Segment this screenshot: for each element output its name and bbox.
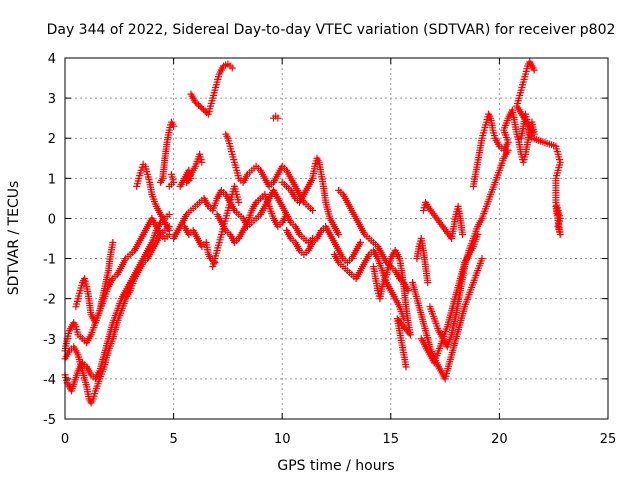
data-points (61, 58, 564, 407)
axis-ticks: 0 5 10 15 20 25 -5 -4 -3 -2 -1 0 1 2 3 4 (43, 52, 616, 447)
x-tick-label: 0 (61, 432, 69, 447)
y-tick-label: -2 (43, 293, 56, 308)
data-point (198, 158, 206, 166)
data-point (309, 206, 317, 214)
data-point (195, 101, 203, 109)
data-point (198, 104, 206, 112)
y-tick-label: -5 (43, 413, 56, 428)
data-point (191, 98, 199, 106)
data-point (402, 363, 410, 371)
data-point (165, 226, 173, 234)
data-point (165, 182, 173, 190)
data-point (199, 106, 207, 114)
x-tick-label: 10 (274, 432, 291, 447)
data-point (138, 163, 146, 171)
y-tick-label: 0 (48, 212, 56, 227)
data-point (356, 239, 364, 247)
x-axis-label: GPS time / hours (277, 458, 394, 474)
data-point (109, 239, 117, 247)
data-point (170, 122, 178, 130)
data-point (530, 66, 538, 74)
plot-frame (64, 57, 609, 420)
x-tick-label: 5 (169, 432, 177, 447)
data-point (193, 100, 201, 108)
data-point (458, 230, 466, 238)
y-tick-label: 1 (48, 172, 56, 187)
x-tick-label: 15 (383, 432, 400, 447)
data-point (554, 210, 562, 218)
data-point (274, 114, 282, 122)
data-point (478, 255, 486, 263)
data-point (228, 64, 236, 72)
y-tick-label: 3 (48, 92, 56, 107)
data-point (196, 103, 204, 111)
y-tick-label: 2 (48, 132, 56, 147)
data-point (335, 230, 343, 238)
data-point (165, 210, 173, 218)
data-point (474, 230, 482, 238)
chart-title: Day 344 of 2022, Sidereal Day-to-day VTE… (47, 22, 616, 38)
data-point (424, 279, 432, 287)
x-tick-label: 20 (491, 432, 508, 447)
x-tick-label: 25 (600, 432, 617, 447)
y-axis-label: SDTVAR / TECUs (6, 181, 22, 296)
data-point (235, 198, 243, 206)
y-tick-label: 4 (48, 52, 56, 67)
grid (65, 58, 608, 419)
y-tick-label: -4 (43, 373, 56, 388)
y-tick-label: -3 (43, 333, 56, 348)
y-tick-label: -1 (43, 253, 56, 268)
data-point (283, 210, 291, 218)
data-point (137, 166, 145, 174)
